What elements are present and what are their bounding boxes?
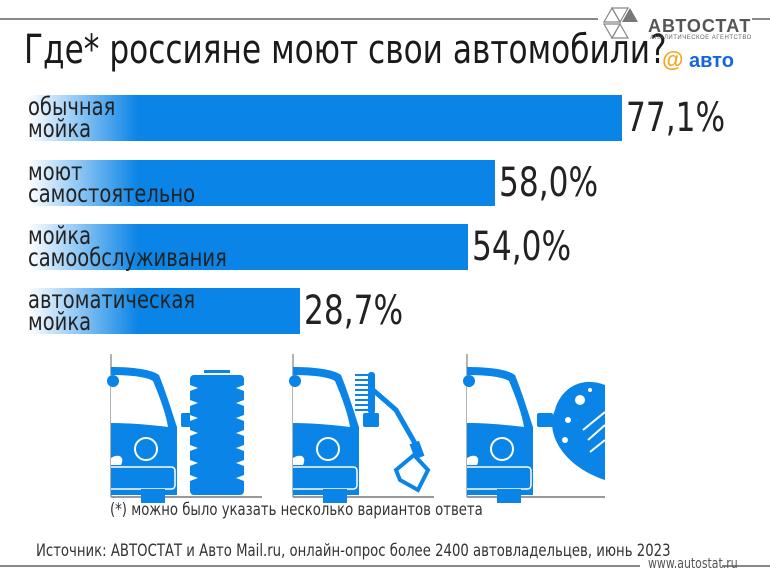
category-label-line: самостоятельно [28, 179, 196, 208]
category-label-line: мойка [28, 307, 92, 336]
category-label: автоматическая мойка [28, 285, 242, 336]
category-label: обычная мойка [28, 92, 140, 143]
bar [28, 288, 300, 334]
divider [752, 18, 770, 20]
value-label: 58,0% [498, 160, 598, 206]
category-label-line: моют [28, 157, 83, 186]
category-label: моют самостоятельно [28, 157, 242, 208]
value-label: 28,7% [303, 288, 403, 334]
car-pressure-washer-icon [288, 354, 434, 504]
category-label-line: мойка [28, 114, 92, 143]
car-brush-wash-icon [106, 354, 262, 504]
category-label: мойка самообслуживания [28, 221, 283, 272]
autostat-logo: АВТОСТАТ [648, 16, 752, 36]
category-label-line: самообслуживания [28, 243, 227, 272]
divider [0, 18, 598, 20]
category-label-line: обычная [28, 92, 116, 121]
footnote: (*) можно было указать несколько вариант… [110, 500, 483, 520]
website-link[interactable]: www.autostat.ru [648, 556, 738, 572]
divider [722, 565, 770, 567]
mail-avto-logo: @ авто [662, 47, 734, 72]
divider [0, 565, 640, 567]
autostat-subtitle: АНАЛИТИЧЕСКОЕ АГЕНТСТВО [650, 35, 752, 41]
bar [28, 224, 469, 270]
page-title: Где* россияне моют свои автомобили? [24, 27, 667, 73]
value-label: 77,1% [625, 95, 725, 141]
bar [28, 95, 622, 141]
category-label-line: автоматическая [28, 285, 196, 314]
car-hand-wash-icon [462, 354, 606, 504]
category-label-line: мойка [28, 221, 92, 250]
source-text: Источник: АВТОСТАТ и Авто Mail.ru, онлай… [36, 541, 671, 561]
value-label: 54,0% [472, 224, 572, 270]
autostat-logo-icon [602, 6, 638, 40]
bar [28, 160, 495, 206]
